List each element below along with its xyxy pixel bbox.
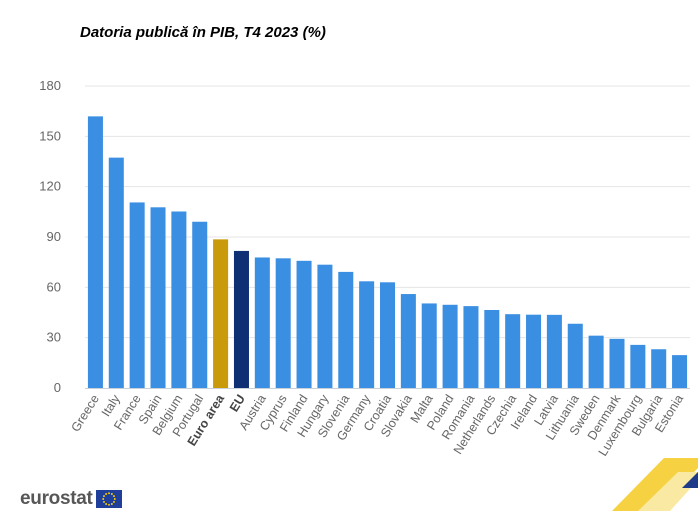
y-tick-label: 0: [54, 380, 61, 395]
bar-finland: [296, 260, 312, 388]
bar-romania: [463, 306, 479, 388]
bar-ireland: [526, 314, 542, 388]
x-tick-label: Greece: [68, 392, 102, 434]
bar-cyprus: [275, 258, 291, 388]
bar-italy: [108, 157, 124, 388]
bar-portugal: [192, 221, 208, 388]
bar-denmark: [609, 338, 625, 388]
eurostat-logo-text: eurostat: [20, 488, 93, 509]
y-tick-label: 30: [47, 330, 61, 345]
bar-latvia: [546, 314, 562, 388]
y-tick-label: 90: [47, 229, 61, 244]
bar-hungary: [317, 264, 333, 388]
bar-czechia: [505, 314, 521, 388]
bar-estonia: [672, 355, 688, 388]
bar-lithuania: [567, 323, 583, 388]
bar-austria: [254, 257, 270, 388]
eurostat-logo: eurostat: [20, 488, 122, 510]
bar-slovakia: [400, 294, 416, 388]
y-tick-label: 60: [47, 279, 61, 294]
bar-belgium: [171, 211, 187, 388]
y-tick-label: 180: [39, 78, 61, 93]
bar-luxembourg: [630, 344, 646, 388]
bar-eu: [233, 250, 249, 388]
bar-france: [129, 202, 145, 388]
y-axis-ticks: 0 30 60 90 120 150 180: [39, 78, 61, 395]
bar-poland: [442, 304, 458, 388]
bars: [87, 116, 688, 389]
bar-euro-area: [213, 239, 229, 388]
chart-title: Datoria publică în PIB, T4 2023 (%): [80, 24, 326, 41]
x-axis-labels: GreeceItalyFranceSpainBelgiumPortugalEur…: [68, 391, 686, 458]
bar-croatia: [379, 282, 396, 388]
bar-germany: [359, 281, 375, 388]
bar-netherlands: [484, 309, 500, 388]
y-tick-label: 150: [39, 128, 61, 143]
y-tick-label: 120: [39, 179, 61, 194]
corner-stripes-decoration: [612, 458, 698, 511]
bar-sweden: [588, 335, 604, 388]
bar-malta: [421, 303, 437, 388]
bar-greece: [87, 116, 103, 389]
bar-spain: [150, 207, 166, 388]
bar-chart: 0 30 60 90 120 150 180 GreeceItalyFranceSpainB…: [39, 78, 690, 459]
bar-bulgaria: [651, 349, 667, 388]
bar-slovenia: [338, 271, 354, 388]
eu-flag-icon: [95, 490, 122, 508]
